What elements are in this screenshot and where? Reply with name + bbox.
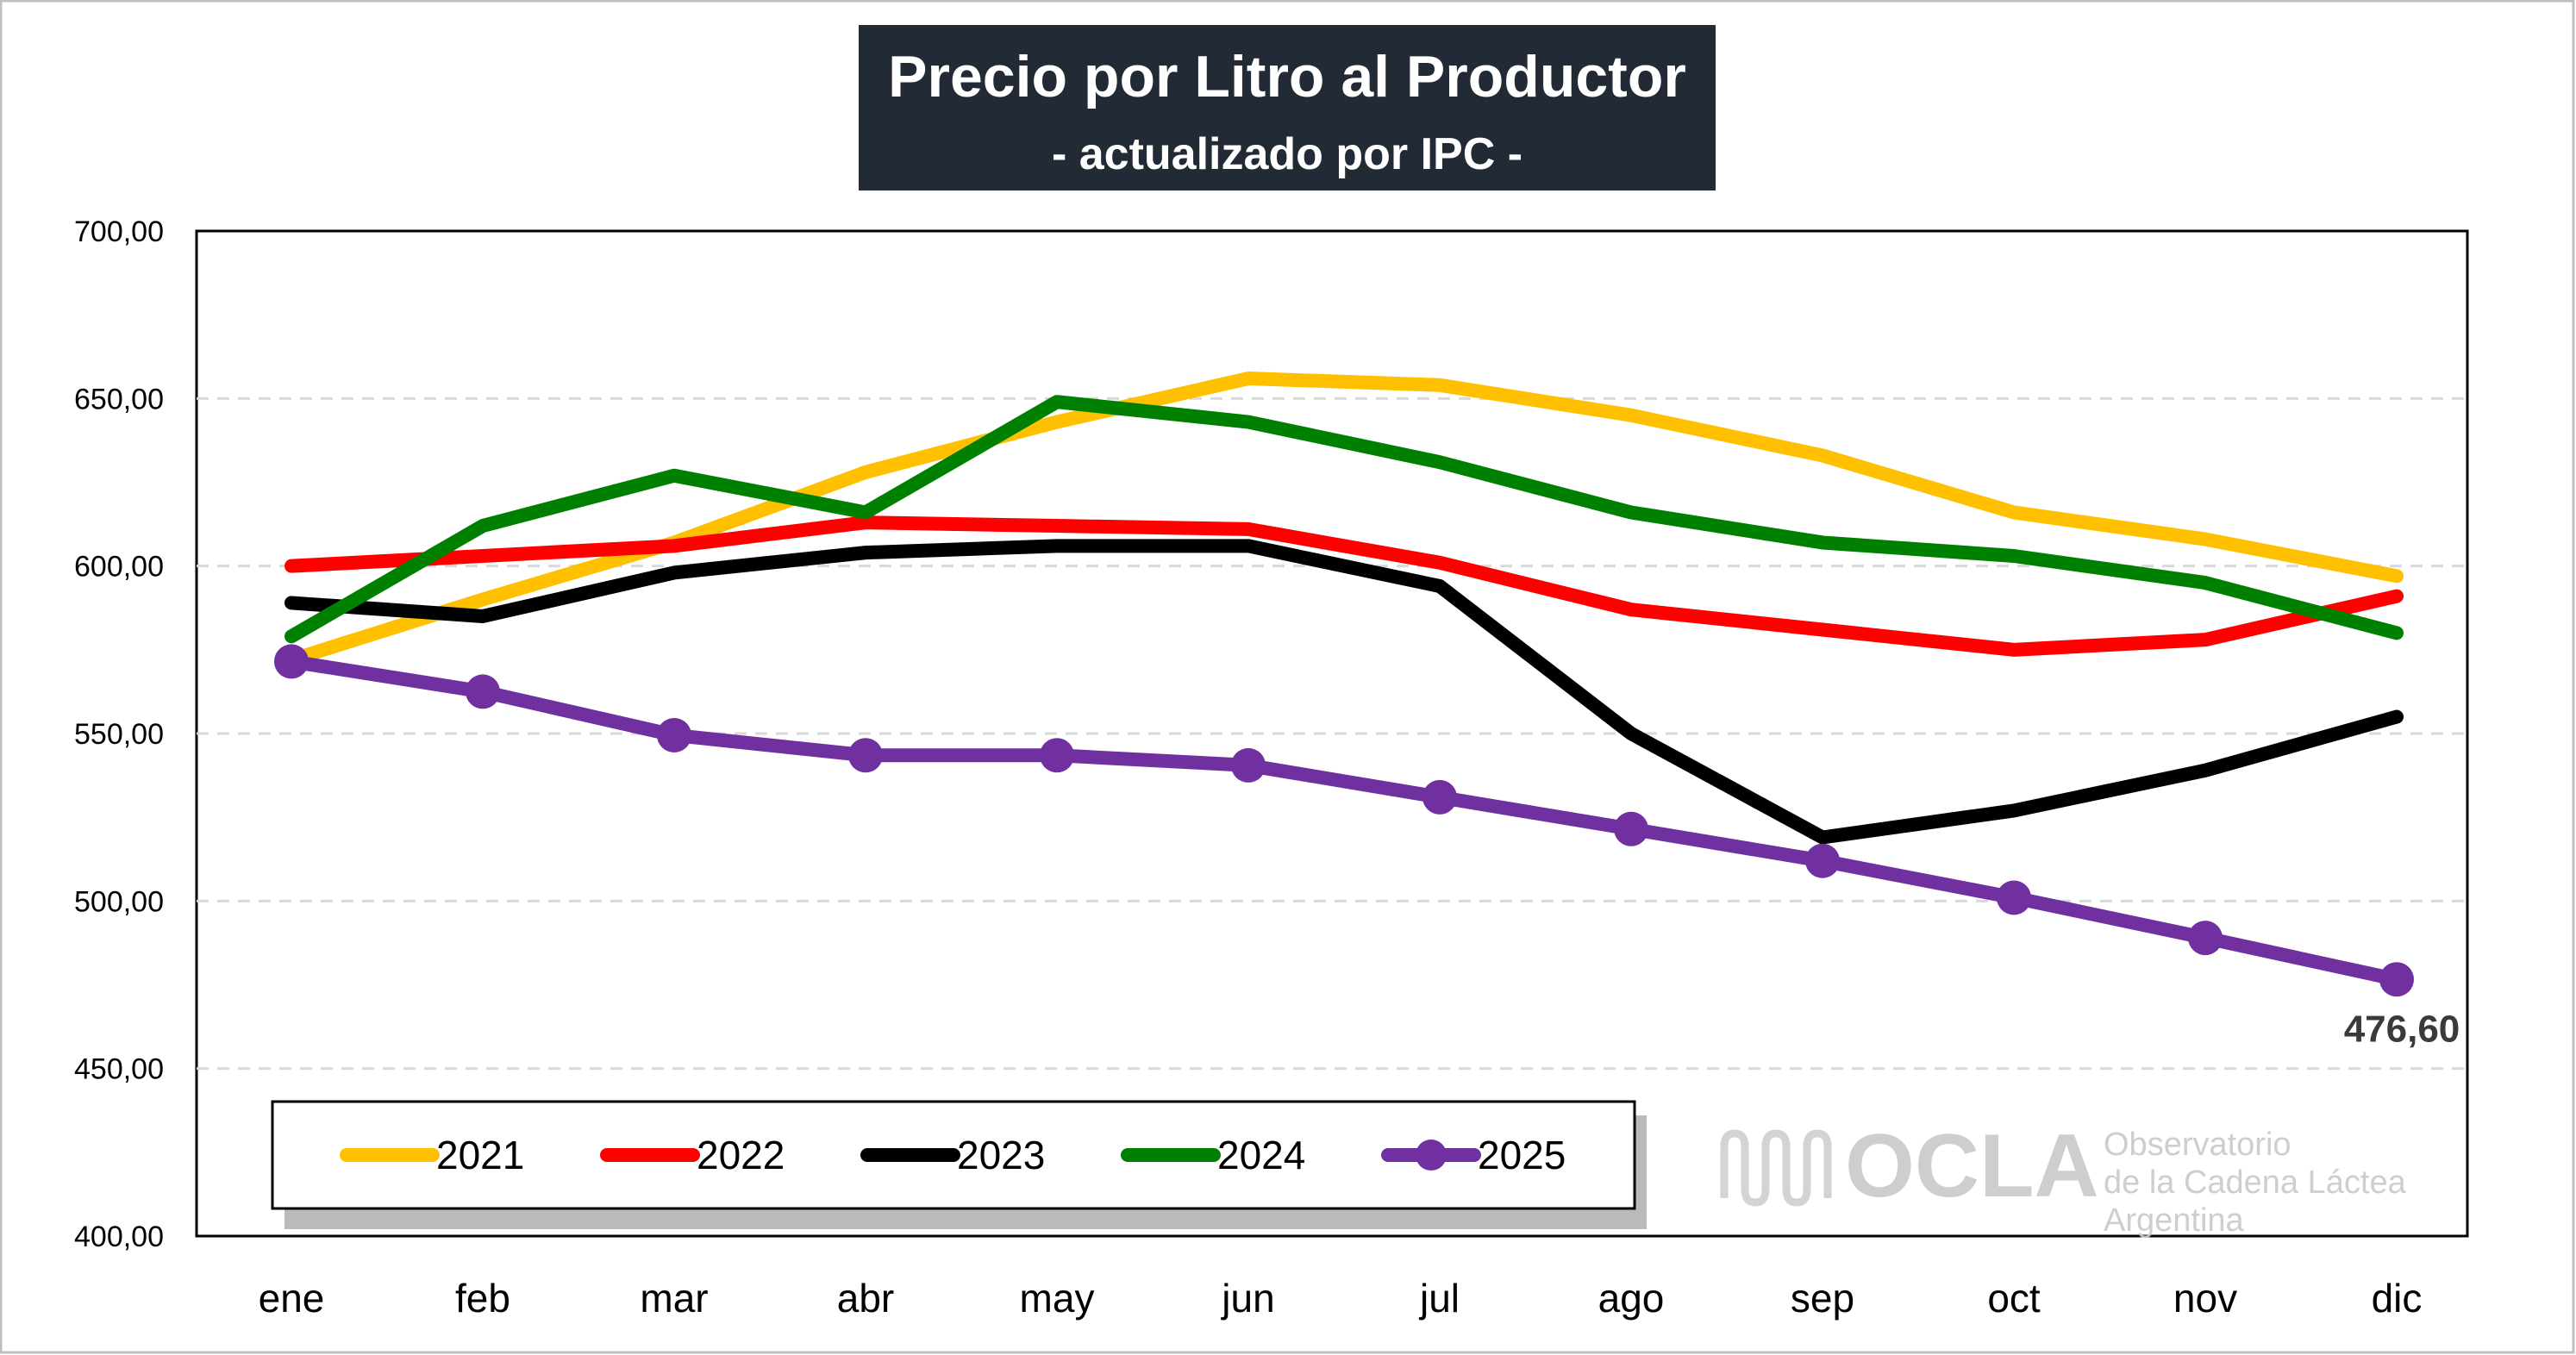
x-tick-label: may	[1020, 1276, 1095, 1321]
x-tick-label: jun	[1220, 1276, 1274, 1321]
last-value-label: 476,60	[2344, 1008, 2460, 1050]
legend: 2021 2022 2023 2024 2025	[271, 1100, 1647, 1229]
legend-marker-2025	[1416, 1140, 1447, 1171]
y-tick-label: 500,00	[74, 885, 164, 918]
x-tick-label: mar	[640, 1276, 708, 1321]
legend-label-2025: 2025	[1478, 1133, 1566, 1177]
y-tick-label: 450,00	[74, 1053, 164, 1086]
ocla-watermark: OCLA Observatorio de la Cadena Láctea Ar…	[1720, 1116, 2407, 1239]
watermark-line3: Argentina	[2104, 1202, 2245, 1239]
y-tick-label: 700,00	[74, 215, 164, 248]
x-tick-label: abr	[837, 1276, 894, 1321]
data-point-2025	[1040, 738, 1074, 773]
series-line-2025	[284, 654, 2404, 987]
title-box: Precio por Litro al Productor - actualiz…	[859, 25, 1716, 190]
y-tick-label: 400,00	[74, 1221, 164, 1253]
y-tick-label: 600,00	[74, 551, 164, 584]
watermark-line2: de la Cadena Láctea	[2104, 1165, 2407, 1201]
chart-title: Precio por Litro al Productor	[888, 44, 1686, 109]
ocla-logo-icon	[1720, 1129, 1832, 1207]
x-tick-label: ago	[1598, 1276, 1665, 1321]
watermark-line1: Observatorio	[2104, 1127, 2292, 1163]
series-line-2024	[284, 395, 2404, 644]
data-point-2025	[657, 717, 691, 752]
data-point-2025	[466, 674, 500, 709]
x-tick-label: feb	[455, 1276, 510, 1321]
x-axis-ticks: ene feb mar abr may jun jul ago sep oct nov dic	[259, 1276, 2423, 1321]
data-point-2025	[274, 644, 309, 679]
watermark-brand: OCLA	[1845, 1116, 2099, 1216]
x-tick-label: sep	[1791, 1276, 1854, 1321]
data-point-2025	[2379, 962, 2414, 997]
x-tick-label: ene	[259, 1276, 325, 1321]
title-background	[859, 25, 1716, 190]
data-point-2025	[848, 738, 883, 773]
data-point-2025	[1997, 880, 2031, 915]
x-tick-label: oct	[1987, 1276, 2041, 1321]
data-point-2025	[1231, 747, 1266, 783]
data-point-2025	[2188, 921, 2223, 956]
legend-label-2021: 2021	[436, 1133, 524, 1177]
data-point-2025	[1805, 843, 1840, 878]
x-tick-label: jul	[1418, 1276, 1460, 1321]
y-axis-ticks: 400,00 450,00 500,00 550,00 600,00 650,00 700,…	[74, 215, 164, 1253]
series-lines	[274, 372, 2414, 997]
legend-label-2023: 2023	[957, 1133, 1045, 1177]
x-tick-label: dic	[2372, 1276, 2423, 1321]
data-point-2025	[1614, 811, 1648, 846]
chart-subtitle: - actualizado por IPC -	[1052, 129, 1522, 179]
series-line-2022	[284, 515, 2404, 657]
y-tick-label: 550,00	[74, 718, 164, 751]
legend-label-2024: 2024	[1217, 1133, 1305, 1177]
x-tick-label: nov	[2173, 1276, 2237, 1321]
legend-label-2022: 2022	[697, 1133, 785, 1177]
series-line-2023	[284, 539, 2404, 845]
data-point-2025	[1422, 779, 1457, 815]
y-tick-label: 650,00	[74, 383, 164, 415]
